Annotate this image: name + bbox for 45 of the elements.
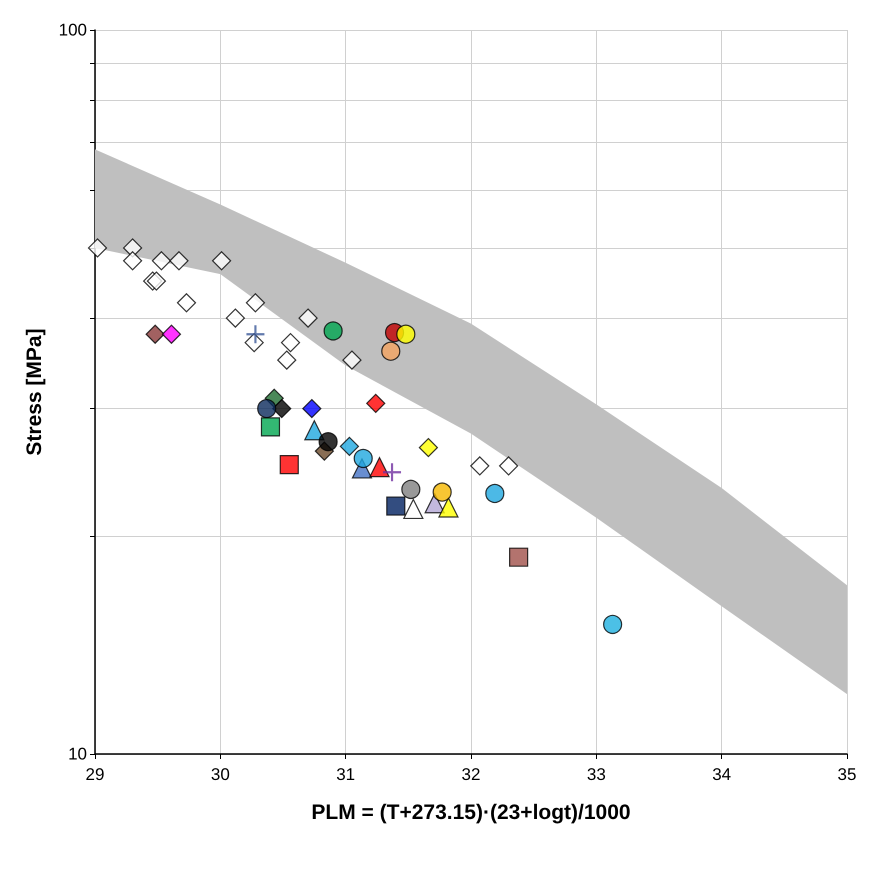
point <box>318 432 338 452</box>
point <box>280 455 299 474</box>
point <box>260 417 280 437</box>
point <box>603 614 622 634</box>
point <box>246 325 264 344</box>
point <box>169 251 189 270</box>
x-tick-label: 32 <box>462 765 480 784</box>
point <box>152 251 172 270</box>
x-tick-label: 35 <box>838 765 856 784</box>
x-tick-label: 31 <box>336 765 356 784</box>
point <box>246 293 266 312</box>
point <box>381 342 400 361</box>
y-axis-title: Stress [MPa] <box>23 328 46 456</box>
point <box>485 484 504 504</box>
point <box>304 420 324 440</box>
x-tick-label: 34 <box>712 765 732 784</box>
point <box>212 251 232 270</box>
point <box>403 498 424 520</box>
point <box>302 398 322 418</box>
point <box>432 482 452 502</box>
point <box>146 271 166 291</box>
point <box>383 463 402 482</box>
point <box>418 438 438 458</box>
point <box>340 436 360 456</box>
point <box>298 308 318 328</box>
x-tick-label: 30 <box>210 765 230 784</box>
x-tick-label: 29 <box>86 765 104 784</box>
point <box>366 394 386 413</box>
point <box>386 496 406 516</box>
point <box>438 497 459 518</box>
point <box>162 324 182 344</box>
x-tick-label: 33 <box>586 765 606 784</box>
y-tick-label: 10 <box>68 744 87 764</box>
point <box>369 457 390 478</box>
point <box>257 398 276 418</box>
point <box>324 321 343 341</box>
point <box>342 350 362 370</box>
point <box>88 238 108 258</box>
y-tick-label: 100 <box>58 20 87 40</box>
point <box>401 480 420 499</box>
point <box>146 324 165 344</box>
point <box>509 548 528 567</box>
point <box>354 448 373 468</box>
x-axis-title: PLM = (T+273.15)·(23+logt)/1000 <box>311 801 631 824</box>
point <box>396 324 416 344</box>
